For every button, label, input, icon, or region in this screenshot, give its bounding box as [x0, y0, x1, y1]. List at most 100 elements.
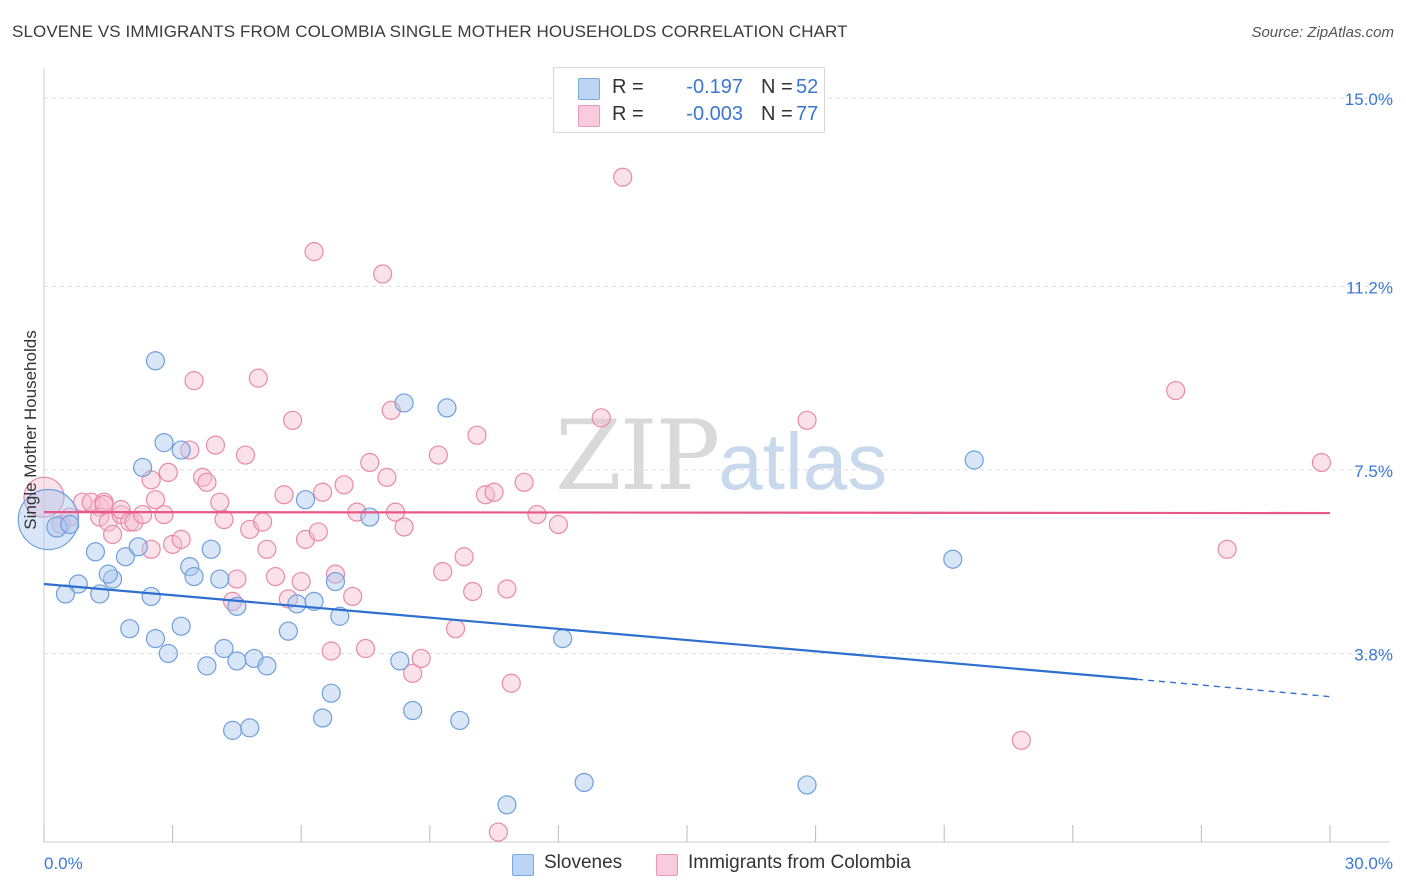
data-point [394, 393, 414, 413]
legend-r-label: R = [612, 103, 644, 125]
legend-n-value: 52 [796, 76, 819, 98]
data-point [180, 557, 200, 577]
data-point [197, 656, 217, 676]
tick-labels: 3.8% 7.5% 11.2% 15.0% 0.0% 30.0% [44, 90, 1393, 873]
data-point [613, 167, 633, 187]
data-point [943, 549, 963, 569]
data-point [210, 492, 230, 512]
data-point [46, 516, 68, 538]
data-point [403, 700, 423, 721]
data-point [214, 638, 234, 659]
data-point [171, 440, 191, 460]
data-point [325, 564, 346, 584]
data-point [201, 539, 221, 559]
data-point [145, 351, 166, 371]
data-point [1166, 380, 1186, 401]
data-point [964, 450, 984, 470]
data-point [304, 242, 324, 262]
legend-r-value: -0.197 [686, 76, 743, 98]
data-point [227, 651, 247, 671]
data-point [321, 683, 341, 703]
data-point [501, 673, 521, 693]
data-point [158, 643, 178, 664]
data-point [102, 524, 123, 545]
data-point [390, 651, 410, 671]
correlation-legend: R = -0.197 N = 52 R = -0.003 N = 77 [553, 67, 825, 133]
data-point [171, 529, 191, 549]
data-point [497, 795, 517, 815]
legend-label-colombia: Immigrants from Colombia [688, 852, 911, 873]
data-point [248, 368, 268, 388]
data-point [1311, 452, 1332, 473]
data-point [265, 566, 286, 587]
data-point [132, 504, 153, 525]
data-point [197, 472, 217, 492]
data-point [463, 581, 483, 602]
data-point [527, 504, 547, 525]
data-point [184, 566, 204, 587]
data-point [283, 410, 303, 430]
data-point [257, 656, 277, 676]
data-point [433, 562, 453, 582]
watermark: ZIPatlas [555, 400, 887, 512]
y-tick-label: 3.8% [1354, 645, 1393, 664]
data-point [291, 571, 311, 592]
legend-n-value: 77 [796, 103, 819, 125]
data-point [454, 547, 474, 567]
data-point [484, 482, 504, 502]
data-point [343, 586, 363, 607]
watermark-atlas: atlas [718, 417, 888, 506]
data-point [120, 619, 140, 639]
x-tick-label: 30.0% [1345, 854, 1393, 873]
data-point [253, 512, 273, 532]
data-point [514, 472, 534, 492]
data-point [591, 408, 611, 428]
data-point [278, 621, 298, 641]
data-point [115, 547, 136, 567]
data-point [403, 663, 423, 683]
data-point [154, 433, 174, 453]
data-point [60, 514, 80, 535]
data-point [141, 586, 161, 607]
data-point [360, 507, 380, 527]
data-point [360, 452, 380, 473]
data-point [797, 775, 817, 795]
data-point [450, 710, 470, 731]
data-point [94, 495, 114, 515]
trend-lines [43, 510, 1331, 698]
data-point [467, 425, 487, 445]
data-point [214, 509, 234, 530]
data-point [145, 628, 166, 649]
grid-lines [44, 97, 1395, 654]
data-point [411, 648, 431, 669]
data-point [205, 435, 226, 455]
data-point [308, 522, 328, 542]
data-point [287, 594, 307, 614]
data-point [548, 514, 569, 535]
data-point [158, 462, 178, 483]
data-point [145, 490, 166, 510]
series-legend: Slovenes Immigrants from Colombia [0, 852, 1406, 878]
trend-line-slovenes-extension [1137, 678, 1331, 698]
axes [43, 68, 1390, 843]
x-tick-label: 0.0% [44, 854, 83, 873]
data-point [132, 457, 153, 478]
data-point [184, 371, 204, 391]
data-point [274, 485, 294, 505]
series-colombia-points [23, 167, 1332, 842]
trend-line-colombia [43, 510, 1331, 515]
data-point [227, 569, 247, 589]
legend-r-label: R = [612, 76, 644, 98]
data-point [235, 445, 256, 465]
data-point [313, 708, 333, 728]
data-point [373, 264, 393, 284]
chart-title: SLOVENE VS IMMIGRANTS FROM COLOMBIA SING… [12, 22, 848, 41]
legend-swatch-blue [578, 78, 600, 100]
data-point [574, 772, 594, 793]
legend-n-label: N = [761, 103, 793, 125]
data-point [445, 619, 466, 639]
data-point [553, 628, 573, 649]
data-point [1217, 539, 1237, 559]
data-point [497, 579, 517, 599]
data-point [1011, 730, 1031, 750]
